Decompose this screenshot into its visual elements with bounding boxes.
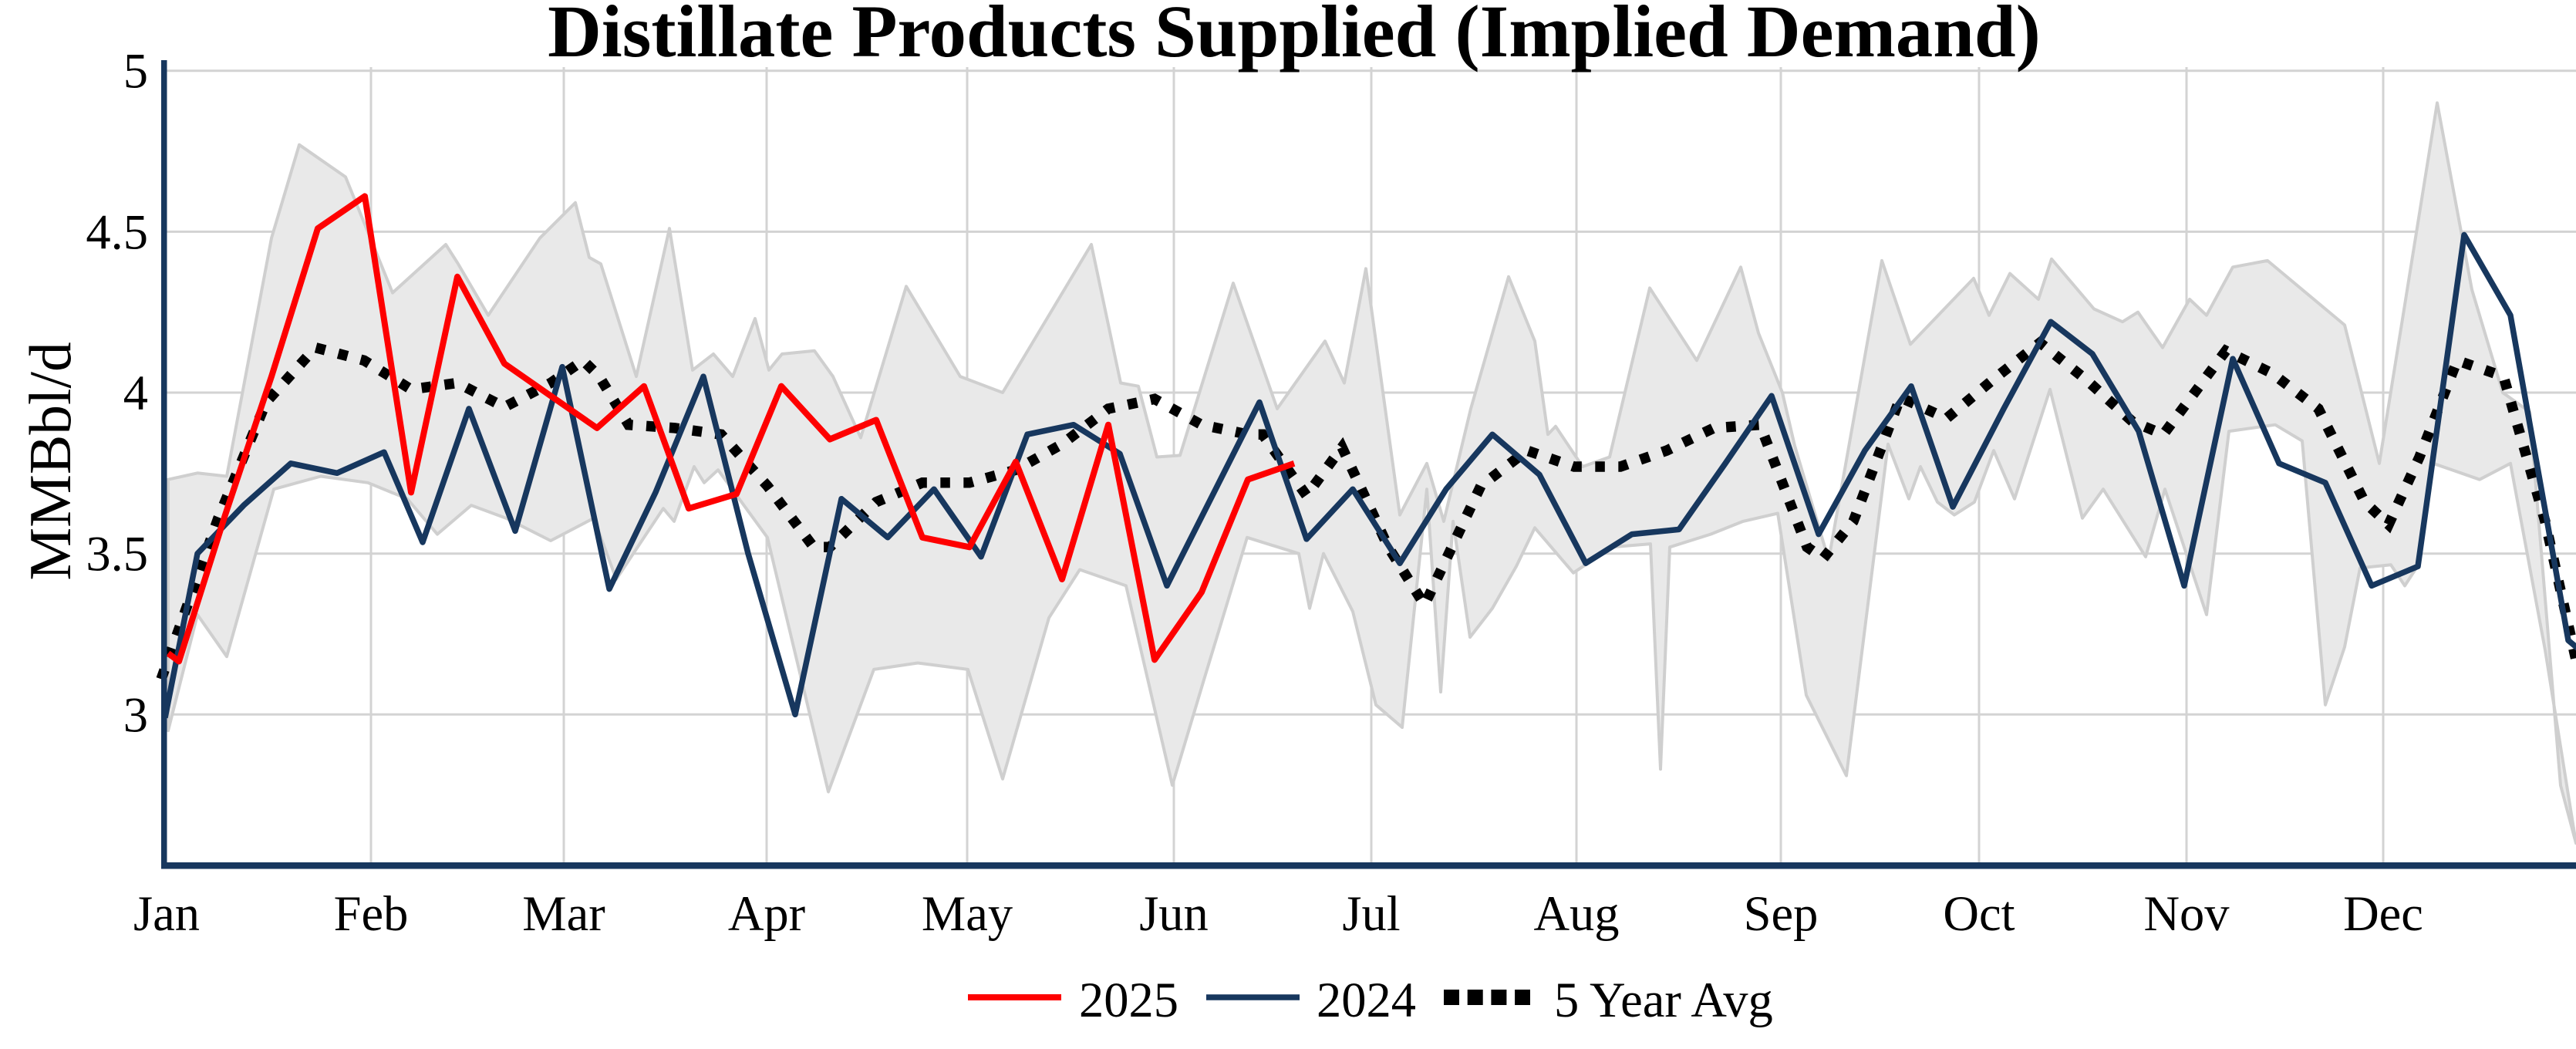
svg-text:4.5: 4.5 <box>86 204 148 259</box>
svg-text:Sep: Sep <box>1744 886 1819 941</box>
svg-text:3: 3 <box>123 687 148 742</box>
svg-text:5: 5 <box>123 44 148 99</box>
svg-text:5 Year Avg: 5 Year Avg <box>1554 973 1773 1027</box>
svg-text:2024: 2024 <box>1317 973 1416 1027</box>
svg-text:MMBbl/d: MMBbl/d <box>17 342 83 580</box>
svg-text:3.5: 3.5 <box>86 527 148 582</box>
svg-text:Feb: Feb <box>334 886 409 941</box>
svg-text:Distillate Products Supplied (: Distillate Products Supplied (Implied De… <box>548 0 2041 73</box>
svg-text:Dec: Dec <box>2343 886 2423 941</box>
svg-text:4: 4 <box>123 366 148 420</box>
svg-text:Jun: Jun <box>1139 886 1209 941</box>
svg-text:May: May <box>922 886 1013 941</box>
svg-text:Oct: Oct <box>1943 886 2015 941</box>
svg-text:Apr: Apr <box>728 886 805 941</box>
svg-text:Jul: Jul <box>1342 886 1400 941</box>
svg-text:Nov: Nov <box>2143 886 2230 941</box>
svg-text:Jan: Jan <box>133 886 200 941</box>
svg-text:Aug: Aug <box>1533 886 1619 941</box>
svg-text:2025: 2025 <box>1079 973 1178 1027</box>
svg-text:Mar: Mar <box>522 886 605 941</box>
